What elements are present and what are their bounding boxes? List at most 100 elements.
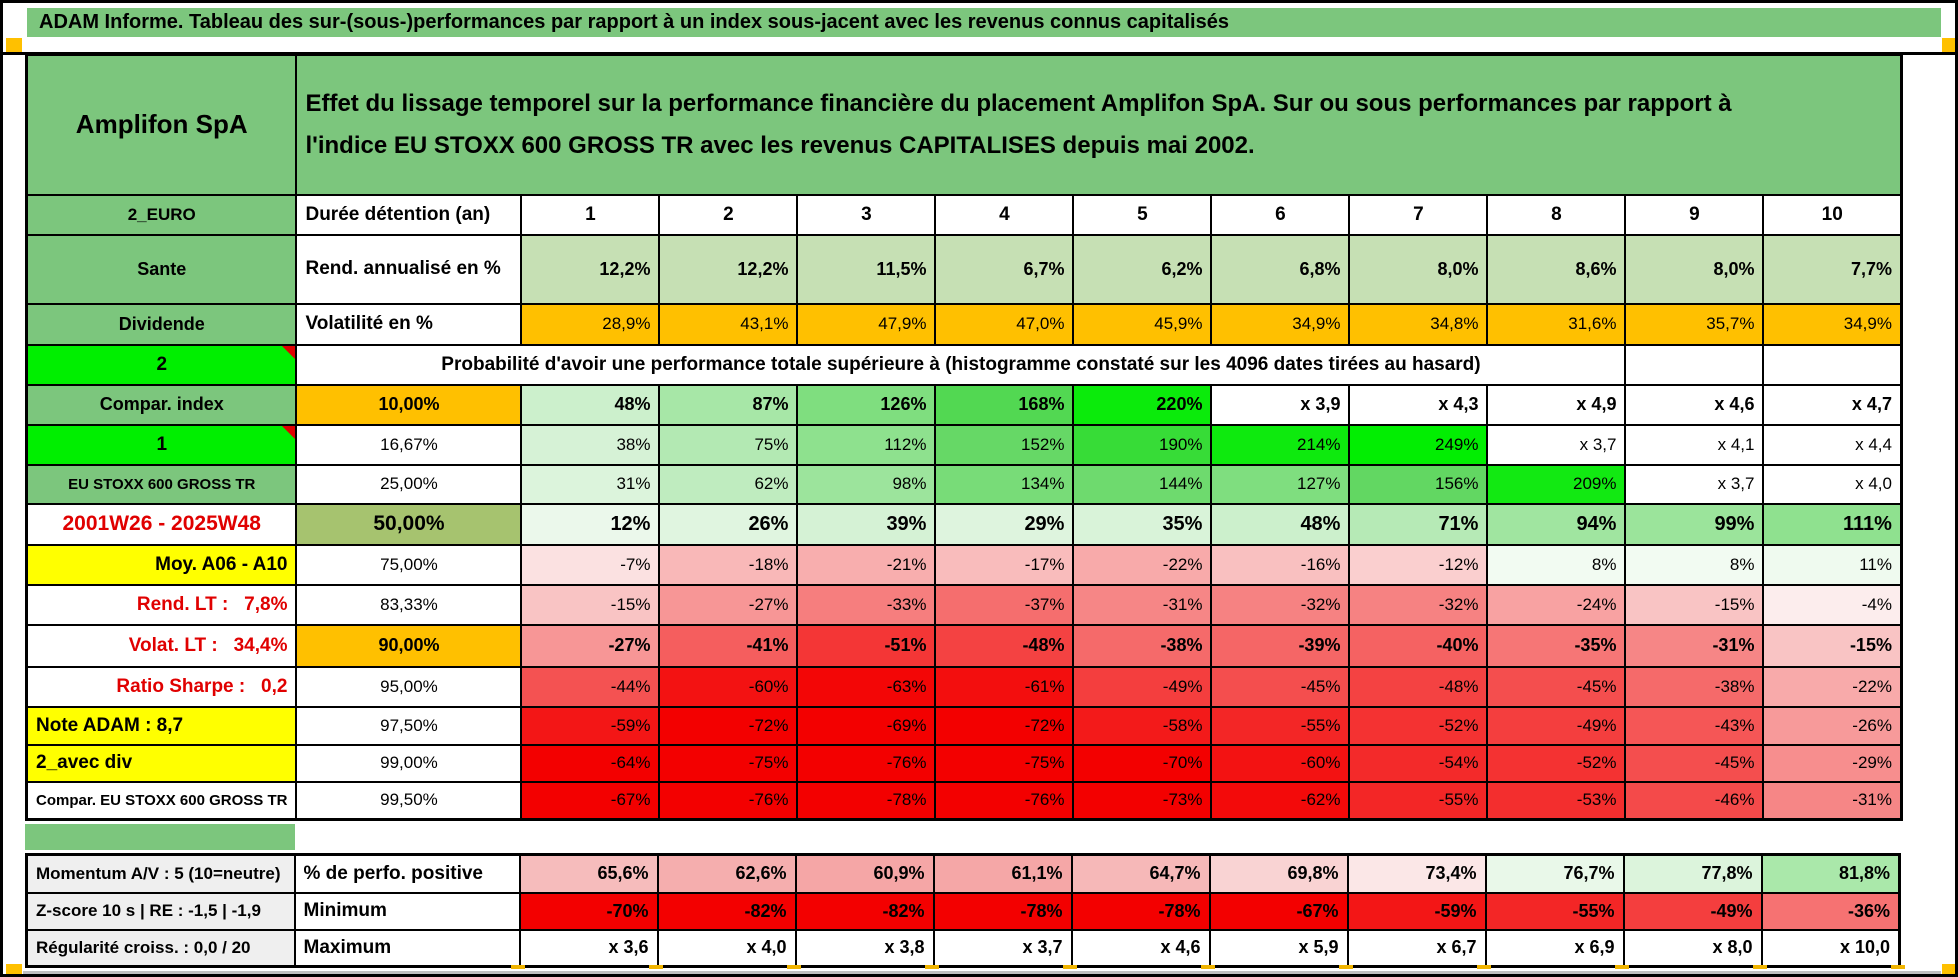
data-cell[interactable]: -82% [656,891,797,931]
data-cell[interactable]: 76,7% [1484,853,1625,894]
data-cell[interactable]: 38% [520,423,661,466]
data-cell[interactable]: -60% [658,665,799,708]
metric-label-cell[interactable]: 16,67% [295,423,523,466]
row-label-cell[interactable]: Z-score 10 s | RE : -1,5 | -1,9 [25,891,296,931]
data-cell[interactable]: -33% [796,583,937,626]
metric-label-cell[interactable]: % de perfo. positive [293,853,521,894]
metric-label-cell[interactable]: 75,00% [295,543,523,586]
data-cell[interactable]: -78% [932,891,1073,931]
data-cell[interactable]: 8,6% [1486,233,1627,305]
data-cell[interactable]: x 8,0 [1622,928,1763,968]
data-cell[interactable]: 47,0% [934,302,1075,346]
data-cell[interactable]: 190% [1072,423,1213,466]
data-cell[interactable]: 34,8% [1348,302,1489,346]
data-cell[interactable]: -40% [1348,623,1489,668]
data-cell[interactable]: 81,8% [1760,853,1901,894]
data-cell[interactable]: -76% [934,780,1075,821]
probability-note-cell[interactable]: Probabilité d'avoir une performance tota… [295,343,1627,386]
metric-label-cell[interactable]: 90,00% [295,623,523,668]
data-cell[interactable]: -69% [796,705,937,746]
data-cell[interactable]: 11,5% [796,233,937,305]
data-cell[interactable]: 43,1% [658,302,799,346]
data-cell[interactable]: -4% [1762,583,1903,626]
data-cell[interactable]: -45% [1210,665,1351,708]
metric-label-cell[interactable]: 95,00% [295,665,523,708]
data-cell[interactable]: 77,8% [1622,853,1763,894]
data-cell[interactable]: -15% [520,583,661,626]
data-cell[interactable]: 34,9% [1762,302,1903,346]
data-cell[interactable]: x 6,9 [1484,928,1625,968]
data-cell[interactable]: -64% [520,743,661,783]
data-cell[interactable]: x 3,7 [1486,423,1627,466]
data-cell[interactable]: -27% [658,583,799,626]
data-cell[interactable]: 61,1% [932,853,1073,894]
data-cell[interactable]: 28,9% [520,302,661,346]
data-cell[interactable]: 8 [1486,193,1627,236]
data-cell[interactable]: 75% [658,423,799,466]
data-cell[interactable]: 9 [1624,193,1765,236]
data-cell[interactable]: -59% [1346,891,1487,931]
data-cell[interactable]: -43% [1624,705,1765,746]
data-cell[interactable]: x 4,6 [1070,928,1211,968]
metric-label-cell[interactable]: 97,50% [295,705,523,746]
data-cell[interactable]: -36% [1760,891,1901,931]
data-cell[interactable]: 7 [1348,193,1489,236]
data-cell[interactable]: 99% [1624,502,1765,546]
data-cell[interactable]: -26% [1762,705,1903,746]
row-label-cell[interactable]: Note ADAM : 8,7 [25,705,298,746]
data-cell[interactable]: 10 [1762,193,1903,236]
data-cell[interactable]: -44% [520,665,661,708]
data-cell[interactable]: 12% [520,502,661,546]
data-cell[interactable]: 69,8% [1208,853,1349,894]
data-cell[interactable]: 31% [520,463,661,505]
data-cell[interactable]: 35% [1072,502,1213,546]
data-cell[interactable]: -17% [934,543,1075,586]
data-cell[interactable]: 3 [796,193,937,236]
data-cell[interactable]: -18% [658,543,799,586]
data-cell[interactable]: 45,9% [1072,302,1213,346]
data-cell[interactable]: x 3,7 [932,928,1073,968]
data-cell[interactable]: 1 [520,193,661,236]
data-cell[interactable]: -76% [796,743,937,783]
data-cell[interactable]: 209% [1486,463,1627,505]
data-cell[interactable]: -48% [934,623,1075,668]
data-cell[interactable]: 220% [1072,383,1213,426]
metric-label-cell[interactable]: 83,33% [295,583,523,626]
row-label-cell[interactable]: Moy. A06 - A10 [25,543,298,586]
data-cell[interactable]: -49% [1622,891,1763,931]
metric-label-cell[interactable]: Durée détention (an) [295,193,523,236]
data-cell[interactable]: 144% [1072,463,1213,505]
data-cell[interactable]: -58% [1072,705,1213,746]
data-cell[interactable]: -76% [658,780,799,821]
data-cell[interactable]: -41% [658,623,799,668]
row-label-cell[interactable]: Sante [25,233,298,305]
data-cell[interactable]: 35,7% [1624,302,1765,346]
data-cell[interactable]: -35% [1486,623,1627,668]
data-cell[interactable]: -32% [1210,583,1351,626]
data-cell[interactable]: 12,2% [520,233,661,305]
data-cell[interactable]: -37% [934,583,1075,626]
data-cell[interactable]: 6,2% [1072,233,1213,305]
data-cell[interactable]: -67% [1208,891,1349,931]
data-cell[interactable]: x 4,0 [656,928,797,968]
data-cell[interactable]: -60% [1210,743,1351,783]
data-cell[interactable]: 126% [796,383,937,426]
data-cell[interactable]: 64,7% [1070,853,1211,894]
data-cell[interactable]: 26% [658,502,799,546]
data-cell[interactable]: 87% [658,383,799,426]
data-cell[interactable]: -70% [1072,743,1213,783]
data-cell[interactable]: -31% [1072,583,1213,626]
metric-label-cell[interactable]: 25,00% [295,463,523,505]
data-cell[interactable]: 34,9% [1210,302,1351,346]
data-cell[interactable]: 6 [1210,193,1351,236]
data-cell[interactable]: -7% [520,543,661,586]
data-cell[interactable]: 71% [1348,502,1489,546]
data-cell[interactable]: x 4,6 [1624,383,1765,426]
data-cell[interactable]: x 3,7 [1624,463,1765,505]
data-cell[interactable]: 5 [1072,193,1213,236]
metric-label-cell[interactable]: Rend. annualisé en % [295,233,523,305]
data-cell[interactable]: -16% [1210,543,1351,586]
data-cell[interactable]: x 3,8 [794,928,935,968]
data-cell[interactable]: 112% [796,423,937,466]
metric-label-cell[interactable]: Volatilité en % [295,302,523,346]
